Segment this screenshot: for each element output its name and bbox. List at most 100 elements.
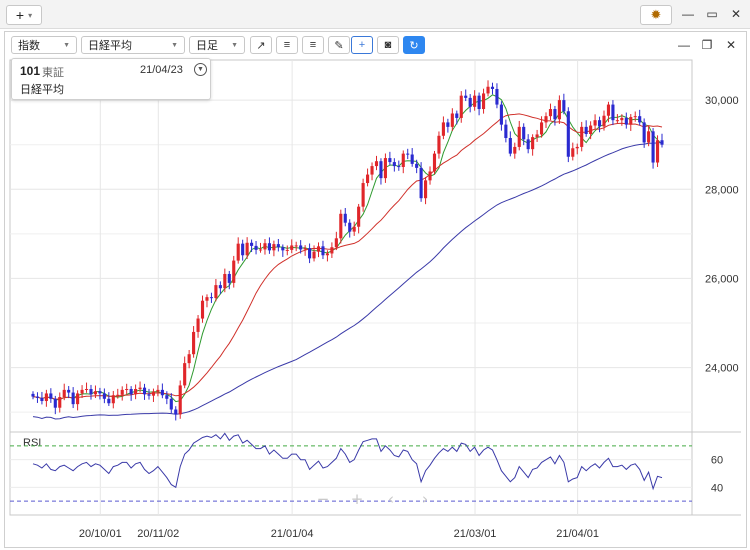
panel-close-button[interactable]: ✕ — [725, 38, 737, 52]
window-minimize-button[interactable]: — — [682, 7, 694, 21]
candle-body — [120, 389, 124, 395]
candle-body — [392, 162, 396, 167]
candle-body — [481, 93, 486, 110]
candle-body — [642, 122, 646, 143]
screenshot-button[interactable]: ◙ — [377, 36, 399, 54]
date-tick-label: 21/01/04 — [271, 528, 314, 540]
add-chart-button[interactable]: + ▾ — [6, 5, 42, 25]
candle-body — [401, 153, 405, 167]
candle-body — [660, 140, 664, 145]
candle-body — [254, 245, 258, 250]
minus-icon[interactable]: − — [317, 490, 330, 508]
candle-body — [321, 246, 325, 256]
candle-body — [53, 398, 57, 408]
candle-body — [535, 134, 539, 138]
candle-body — [174, 409, 178, 415]
date-tick-label: 21/04/01 — [556, 528, 599, 540]
candle-body — [169, 398, 173, 410]
candle-body — [589, 125, 593, 134]
candle-body — [334, 238, 338, 248]
chart-axes: 24,000 26,000 28,000 30,000 20/10/01 20/11/02… — [79, 95, 739, 540]
period-select-value: 日足 — [196, 40, 218, 52]
rsi-tick-label: 40 — [711, 482, 723, 494]
candle-body — [183, 363, 187, 386]
lines-left-icon: ≡ — [283, 39, 291, 51]
align-right-tool-button[interactable]: ≡ — [302, 36, 324, 54]
price-chart[interactable]: RSI 24,000 26,000 28,000 30,000 20/10/01 20/1… — [5, 32, 746, 547]
candle-body — [531, 137, 535, 150]
candle-body — [544, 116, 548, 123]
candle-body — [214, 285, 218, 299]
camera-icon: ◙ — [384, 39, 392, 51]
chart-panel: 指数 ▼ 日経平均 ▼ 日足 ▼ ↗ ≡ ≡ ✎ + ◙ ↻ — ❐ ✕ 101 東証… — [4, 31, 747, 548]
candle-body — [522, 126, 526, 140]
chart-toolbar: 指数 ▼ 日経平均 ▼ 日足 ▼ ↗ ≡ ≡ ✎ + ◙ ↻ — ❐ ✕ — [5, 32, 746, 58]
panel-minimize-button[interactable]: — — [678, 38, 690, 52]
align-left-tool-button[interactable]: ≡ — [276, 36, 298, 54]
plus-icon[interactable]: + — [351, 490, 364, 508]
chevron-down-icon: ▼ — [231, 41, 238, 49]
candle-body — [495, 88, 499, 105]
candle-body — [111, 395, 115, 404]
draw-tool-button[interactable]: ✎ — [328, 36, 350, 54]
price-tick-label: 24,000 — [705, 363, 739, 375]
rsi-tick-label: 60 — [711, 455, 723, 467]
candle-body — [397, 166, 401, 168]
candle-body — [553, 109, 557, 120]
candle-body — [102, 393, 106, 399]
candle-body — [620, 117, 624, 121]
candle-body — [84, 388, 89, 390]
candle-body — [325, 253, 329, 256]
settings-button[interactable]: ✹ — [640, 5, 672, 25]
date-tick-label: 21/03/01 — [454, 528, 497, 540]
candle-body — [486, 86, 490, 94]
candle-body — [459, 95, 463, 118]
candle-body — [303, 248, 307, 250]
candle-body — [424, 180, 428, 199]
window-maximize-button[interactable]: ▭ — [706, 7, 718, 21]
candle-body — [343, 213, 347, 223]
candle-body — [504, 124, 508, 139]
window-close-button[interactable]: ✕ — [730, 7, 742, 21]
candle-body — [129, 388, 133, 395]
candle-body — [473, 95, 477, 107]
candle-body — [31, 393, 35, 397]
candle-body — [58, 397, 62, 408]
candle-body — [339, 213, 343, 239]
period-select[interactable]: 日足 ▼ — [189, 36, 245, 54]
candle-body — [464, 95, 468, 98]
candle-body — [98, 391, 102, 394]
candle-body — [468, 97, 472, 107]
candle-body — [352, 226, 356, 232]
candle-body — [299, 245, 303, 250]
refresh-icon: ↻ — [409, 39, 419, 52]
candle-body — [562, 100, 566, 112]
chart-nav-controls: − + ‹ › — [317, 490, 428, 508]
refresh-button[interactable]: ↻ — [403, 36, 425, 54]
pencil-icon: ✎ — [334, 39, 344, 52]
candle-body — [593, 120, 597, 126]
candle-body — [80, 389, 84, 394]
candle-body — [624, 117, 628, 125]
symbol-name: 日経平均 — [20, 84, 64, 96]
chevron-down-icon: ▾ — [28, 10, 33, 20]
candle-body — [258, 249, 263, 251]
candle-body — [526, 139, 530, 150]
market-select[interactable]: 指数 ▼ — [11, 36, 77, 54]
trendline-tool-button[interactable]: ↗ — [250, 36, 272, 54]
price-tick-label: 28,000 — [705, 184, 739, 196]
panel-restore-button[interactable]: ❐ — [701, 38, 713, 52]
rsi-label: RSI — [23, 437, 41, 449]
symbol-select[interactable]: 日経平均 ▼ — [81, 36, 185, 54]
candle-body — [383, 158, 387, 179]
candle-body — [441, 122, 445, 136]
chevron-right-icon[interactable]: › — [422, 490, 428, 508]
candle-body — [539, 122, 544, 135]
chevron-down-circle-icon[interactable]: ▼ — [194, 63, 207, 76]
candle-body — [602, 115, 606, 127]
chevron-left-icon[interactable]: ‹ — [388, 490, 394, 508]
candle-body — [49, 393, 53, 399]
candle-body — [276, 244, 280, 248]
crosshair-tool-button[interactable]: + — [351, 36, 373, 54]
candle-body — [428, 171, 432, 181]
